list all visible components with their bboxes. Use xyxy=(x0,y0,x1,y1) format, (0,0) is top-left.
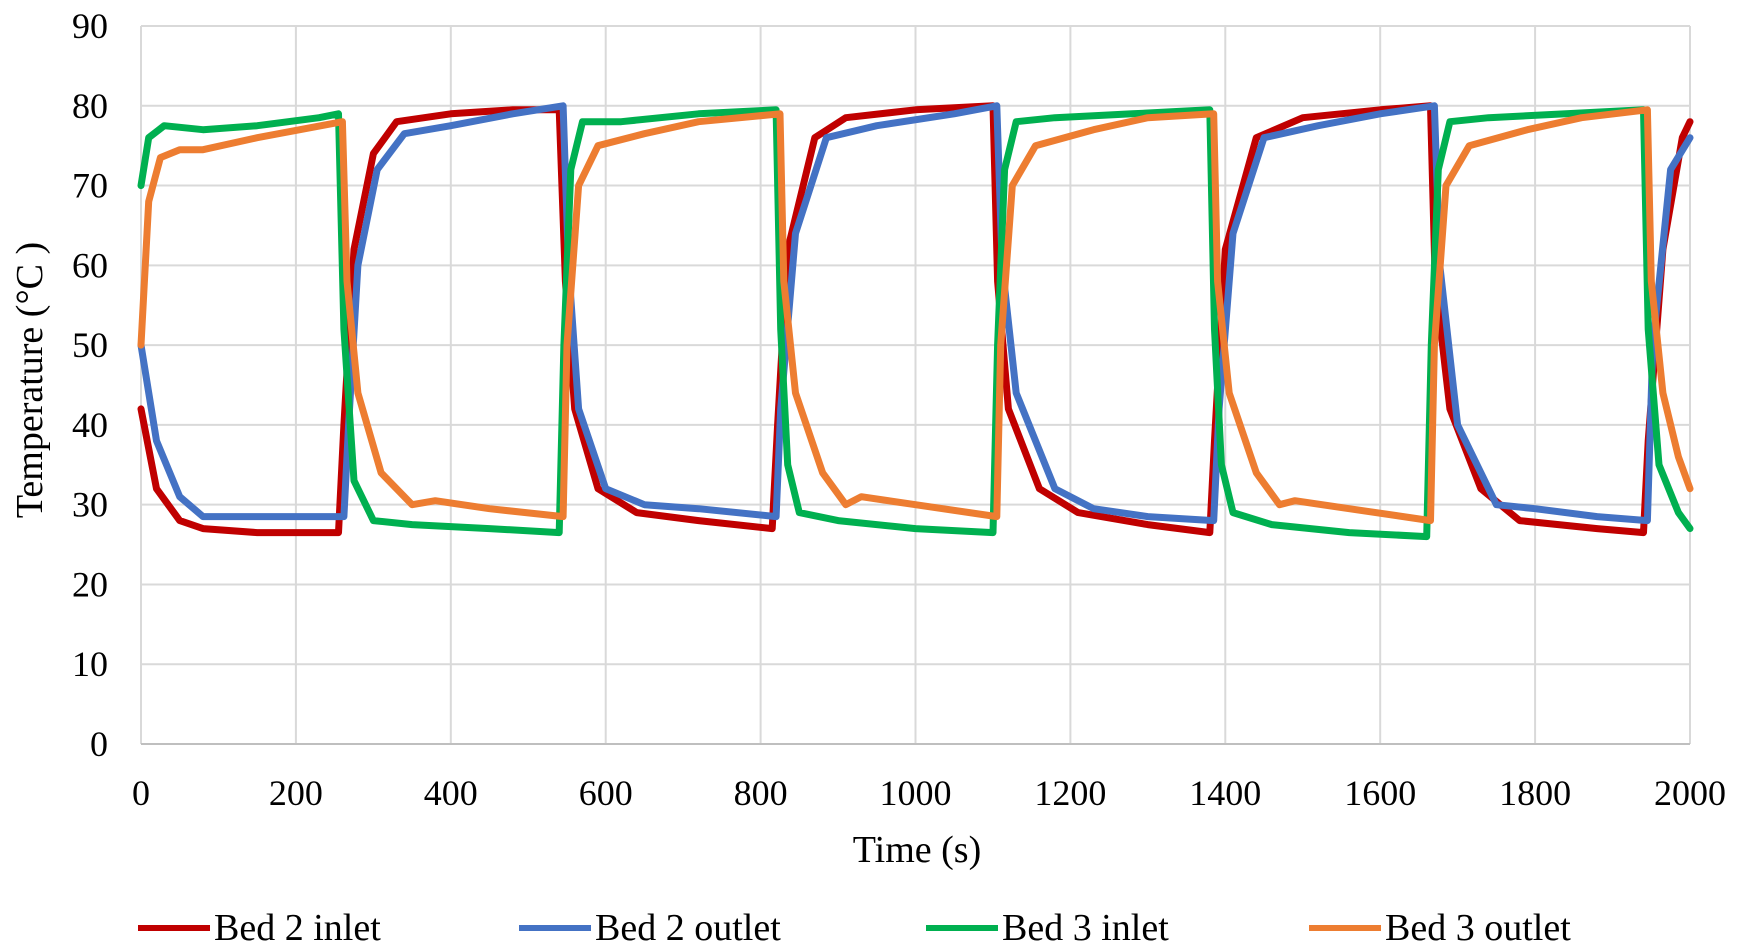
gridlines xyxy=(140,25,1691,745)
legend-label-bed-3-inlet: Bed 3 inlet xyxy=(1002,907,1169,949)
x-tick-label-200: 200 xyxy=(269,773,323,813)
x-tick-label-2000: 2000 xyxy=(1654,773,1726,813)
y-tick-label-20: 20 xyxy=(72,564,108,604)
x-tick-label-1200: 1200 xyxy=(1034,773,1106,813)
x-tick-label-400: 400 xyxy=(424,773,478,813)
series-line-bed-3-inlet xyxy=(137,106,1694,541)
legend-label-bed-2-outlet: Bed 2 outlet xyxy=(595,907,781,949)
series-line-bed-3-outlet xyxy=(137,106,1694,525)
x-tick-label-1600: 1600 xyxy=(1344,773,1416,813)
x-tick-label-1400: 1400 xyxy=(1189,773,1261,813)
y-tick-label-50: 50 xyxy=(72,325,108,365)
legend-label-bed-2-inlet: Bed 2 inlet xyxy=(214,907,381,949)
y-tick-label-40: 40 xyxy=(72,405,108,445)
series-line-bed-2-outlet xyxy=(137,102,1694,525)
legend-label-bed-3-outlet: Bed 3 outlet xyxy=(1385,907,1571,949)
legend: Bed 2 inlet Bed 2 outlet Bed 3 inlet Bed 3 … xyxy=(138,907,1571,949)
x-tick-label-1000: 1000 xyxy=(880,773,952,813)
y-tick-label-70: 70 xyxy=(72,166,108,206)
y-tick-label-0: 0 xyxy=(90,724,108,764)
y-tick-label-10: 10 xyxy=(72,644,108,684)
y-axis-title: Temperature (°C ) xyxy=(9,242,51,518)
y-tick-label-90: 90 xyxy=(72,6,108,46)
x-tick-label-600: 600 xyxy=(579,773,633,813)
x-axis-title: Time (s) xyxy=(853,829,981,871)
x-tick-label-0: 0 xyxy=(132,773,150,813)
x-tick-label-800: 800 xyxy=(734,773,788,813)
tick-labels: 0 200 400 600 800 1000 1200 1400 1600 1800 2000 0 10… xyxy=(72,6,1726,813)
y-tick-label-30: 30 xyxy=(72,485,108,525)
y-tick-label-80: 80 xyxy=(72,86,108,126)
x-tick-label-1800: 1800 xyxy=(1499,773,1571,813)
series-lines xyxy=(137,102,1694,541)
y-tick-label-60: 60 xyxy=(72,245,108,285)
